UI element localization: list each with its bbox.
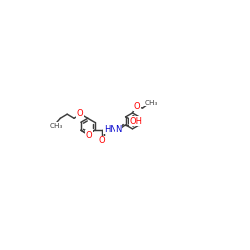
- Text: O: O: [99, 136, 105, 145]
- Text: O: O: [77, 109, 84, 118]
- Text: HN: HN: [104, 125, 117, 134]
- Text: CH₃: CH₃: [50, 123, 63, 129]
- Text: CH₃: CH₃: [145, 100, 158, 106]
- Text: OH: OH: [129, 117, 142, 126]
- Text: O: O: [86, 131, 92, 140]
- Text: O: O: [134, 102, 140, 111]
- Text: N: N: [115, 125, 122, 134]
